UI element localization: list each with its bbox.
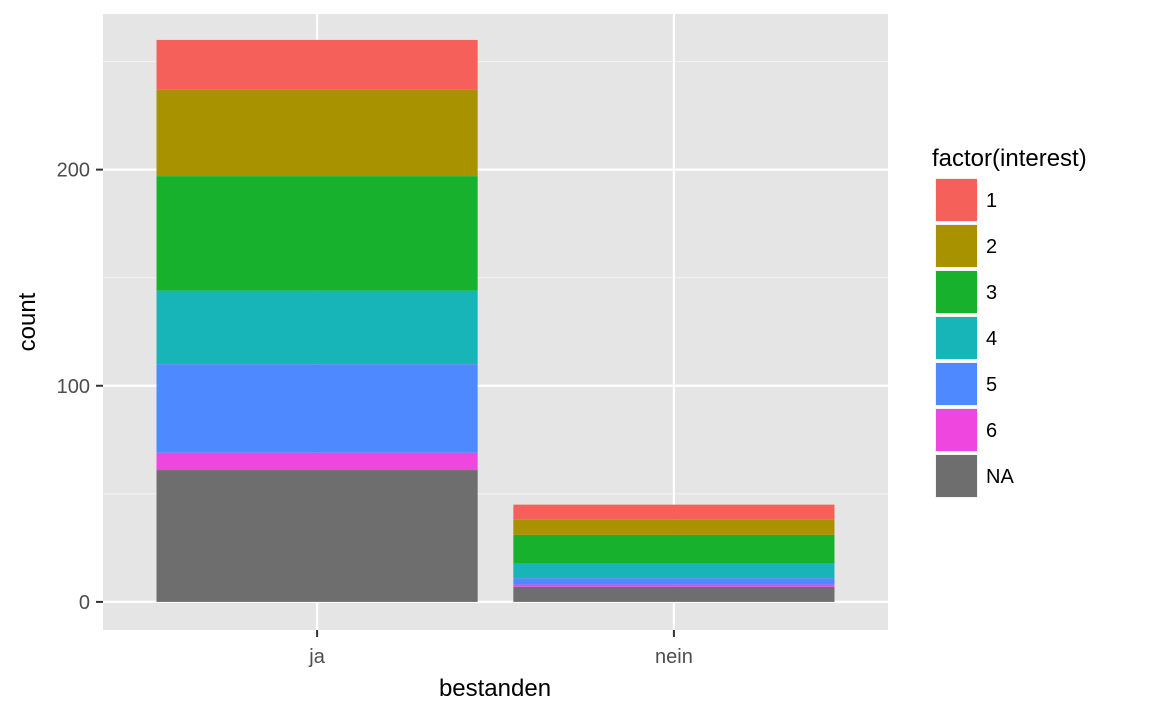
bar-segment-nein-1 [513, 504, 835, 520]
legend-label-2: 2 [986, 236, 997, 258]
legend-swatch-1 [936, 179, 977, 221]
bar-segment-nein-4 [513, 562, 835, 579]
x-axis-title: bestanden [439, 675, 551, 702]
bar-segment-nein-2 [513, 519, 835, 535]
legend-swatch-na [936, 455, 977, 497]
y-tick-label: 200 [57, 160, 90, 182]
legend-label-3: 3 [986, 282, 997, 304]
y-axis: 0 100 200 [57, 160, 103, 614]
bar-segment-nein-na [513, 586, 835, 602]
bar-segment-ja-1 [156, 39, 478, 90]
bar-segment-nein-6 [513, 584, 835, 587]
legend-label-6: 6 [986, 420, 997, 442]
bar-segment-ja-2 [156, 89, 478, 177]
legend: factor(interest) 1 2 3 4 5 6 NA [932, 145, 1087, 498]
legend-swatch-5 [936, 363, 977, 405]
legend-label-na: NA [986, 466, 1014, 488]
x-tick-label-ja: ja [308, 646, 325, 668]
bar-segment-nein-3 [513, 534, 835, 563]
bars [156, 39, 835, 602]
y-axis-title: count [14, 292, 41, 351]
bar-segment-ja-5 [156, 364, 478, 453]
legend-swatch-6 [936, 409, 977, 451]
x-tick-label-nein: nein [655, 646, 693, 668]
bar-segment-ja-6 [156, 452, 478, 471]
bar-segment-ja-3 [156, 176, 478, 291]
y-tick-label: 0 [79, 592, 90, 614]
bar-segment-nein-5 [513, 578, 835, 585]
legend-swatch-3 [936, 271, 977, 313]
legend-swatch-4 [936, 317, 977, 359]
legend-title: factor(interest) [932, 145, 1087, 172]
legend-swatch-2 [936, 225, 977, 267]
legend-label-5: 5 [986, 374, 997, 396]
legend-label-1: 1 [986, 190, 997, 212]
y-tick-label: 100 [57, 376, 90, 398]
x-axis: ja nein [308, 630, 693, 668]
bar-segment-ja-4 [156, 290, 478, 365]
legend-label-4: 4 [986, 328, 997, 350]
bar-segment-ja-na [156, 470, 478, 602]
